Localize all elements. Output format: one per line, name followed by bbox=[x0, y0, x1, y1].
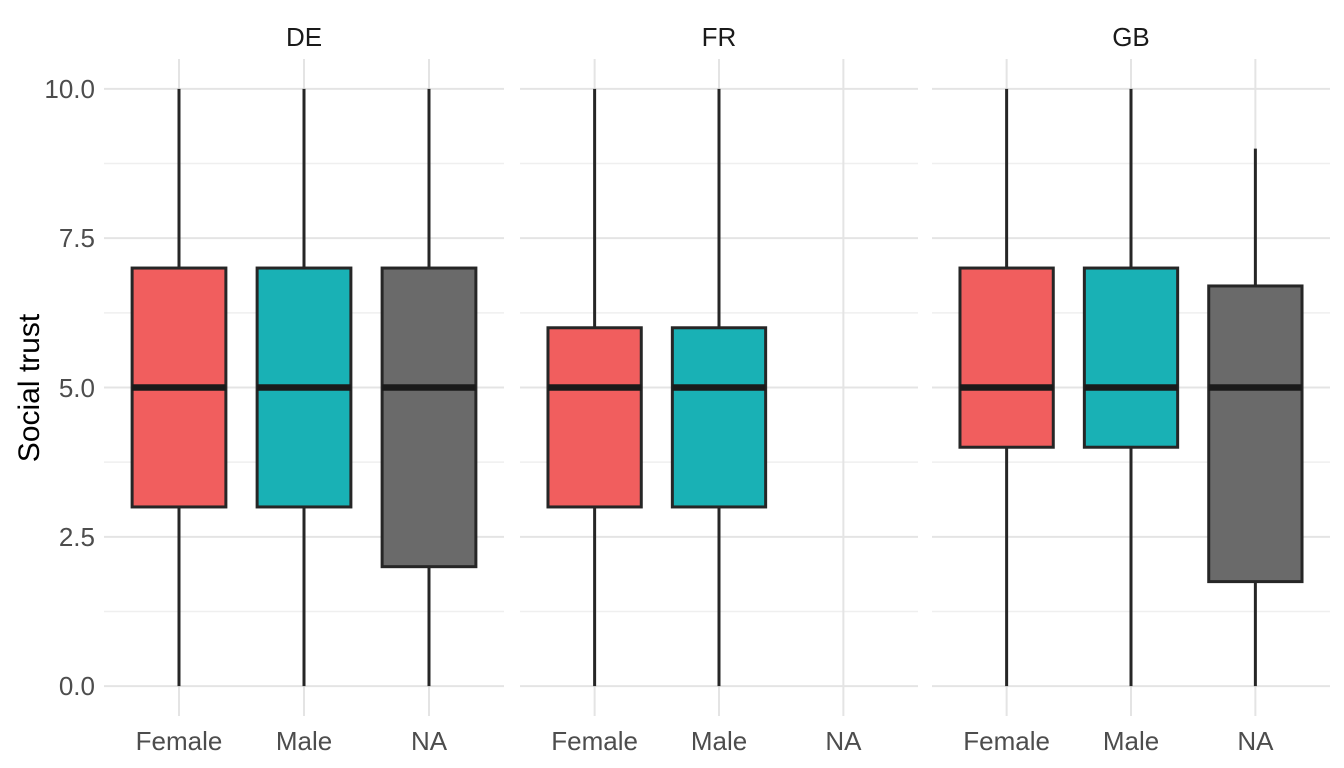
y-tick-label: 2.5 bbox=[58, 521, 95, 552]
x-tick-label-DE-NA: NA bbox=[410, 726, 448, 756]
box-GB-Male bbox=[1082, 266, 1180, 449]
box-FR-Male bbox=[670, 326, 768, 509]
y-tick-label: 5.0 bbox=[58, 372, 95, 403]
x-tick-label-DE-Female: Female bbox=[135, 726, 223, 756]
x-tick-label-FR-NA: NA bbox=[825, 726, 862, 756]
box-GB-Female bbox=[958, 266, 1055, 449]
facet-panel-gb bbox=[932, 59, 1330, 716]
facet-plot-area bbox=[932, 59, 1330, 716]
x-tick-label-FR-Female: Female bbox=[551, 726, 638, 756]
box-GB-NA bbox=[1207, 284, 1304, 584]
x-tick-label-GB-Female: Female bbox=[963, 726, 1050, 756]
box-DE-NA bbox=[380, 266, 478, 569]
x-tick-label-DE-Male: Male bbox=[275, 726, 333, 756]
facet-title-gb: GB bbox=[1112, 22, 1150, 52]
facet-title-fr: FR bbox=[701, 22, 737, 52]
facet-panel-fr bbox=[520, 59, 918, 716]
x-tick-label-GB-NA: NA bbox=[1237, 726, 1274, 756]
facet-plot-area bbox=[520, 59, 918, 716]
facet-panel-de bbox=[104, 59, 504, 716]
y-tick-label: 10.0 bbox=[44, 73, 95, 104]
x-tick-label-GB-Male: Male bbox=[1102, 726, 1160, 756]
y-tick-label: 0.0 bbox=[58, 671, 95, 702]
x-tick-label-FR-Male: Male bbox=[690, 726, 748, 756]
box-FR-Female bbox=[546, 326, 643, 509]
facet-plot-area bbox=[104, 59, 504, 716]
facet-title-de: DE bbox=[285, 22, 323, 52]
y-tick-label: 7.5 bbox=[58, 223, 95, 254]
